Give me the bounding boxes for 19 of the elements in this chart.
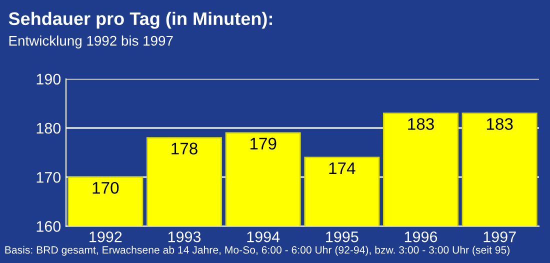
x-tick-label: 1997: [484, 231, 516, 242]
y-tick-label: 180: [36, 122, 61, 134]
x-tick-label: 1992: [90, 231, 122, 242]
data-label: 183: [486, 118, 513, 130]
chart-subtitle: Entwicklung 1992 bis 1997: [9, 36, 173, 48]
data-label: 183: [408, 118, 434, 130]
x-tick-label: 1996: [404, 231, 438, 242]
x-tick-label: 1993: [168, 231, 201, 242]
data-label: 178: [172, 142, 198, 154]
data-label: 174: [329, 162, 356, 174]
x-tick-label: 1994: [247, 231, 280, 242]
y-tick-label: 170: [36, 172, 61, 183]
text: Basis: BRD gesamt, Erwachsene ab 14 Jahre, Mo-So, 6:00 - 6:00 Uhr (92-94), bzw. 3:00 - 3:00 Uhr (seit 95): [5, 246, 510, 256]
chart-title: Sehdauer pro Tag (in Minuten):: [8, 12, 272, 29]
data-label: 179: [250, 138, 276, 150]
y-tick-label: 160: [36, 221, 61, 232]
x-tick-label: 1995: [326, 231, 358, 242]
data-label: 170: [92, 182, 119, 194]
y-tick-label: 190: [36, 74, 61, 85]
